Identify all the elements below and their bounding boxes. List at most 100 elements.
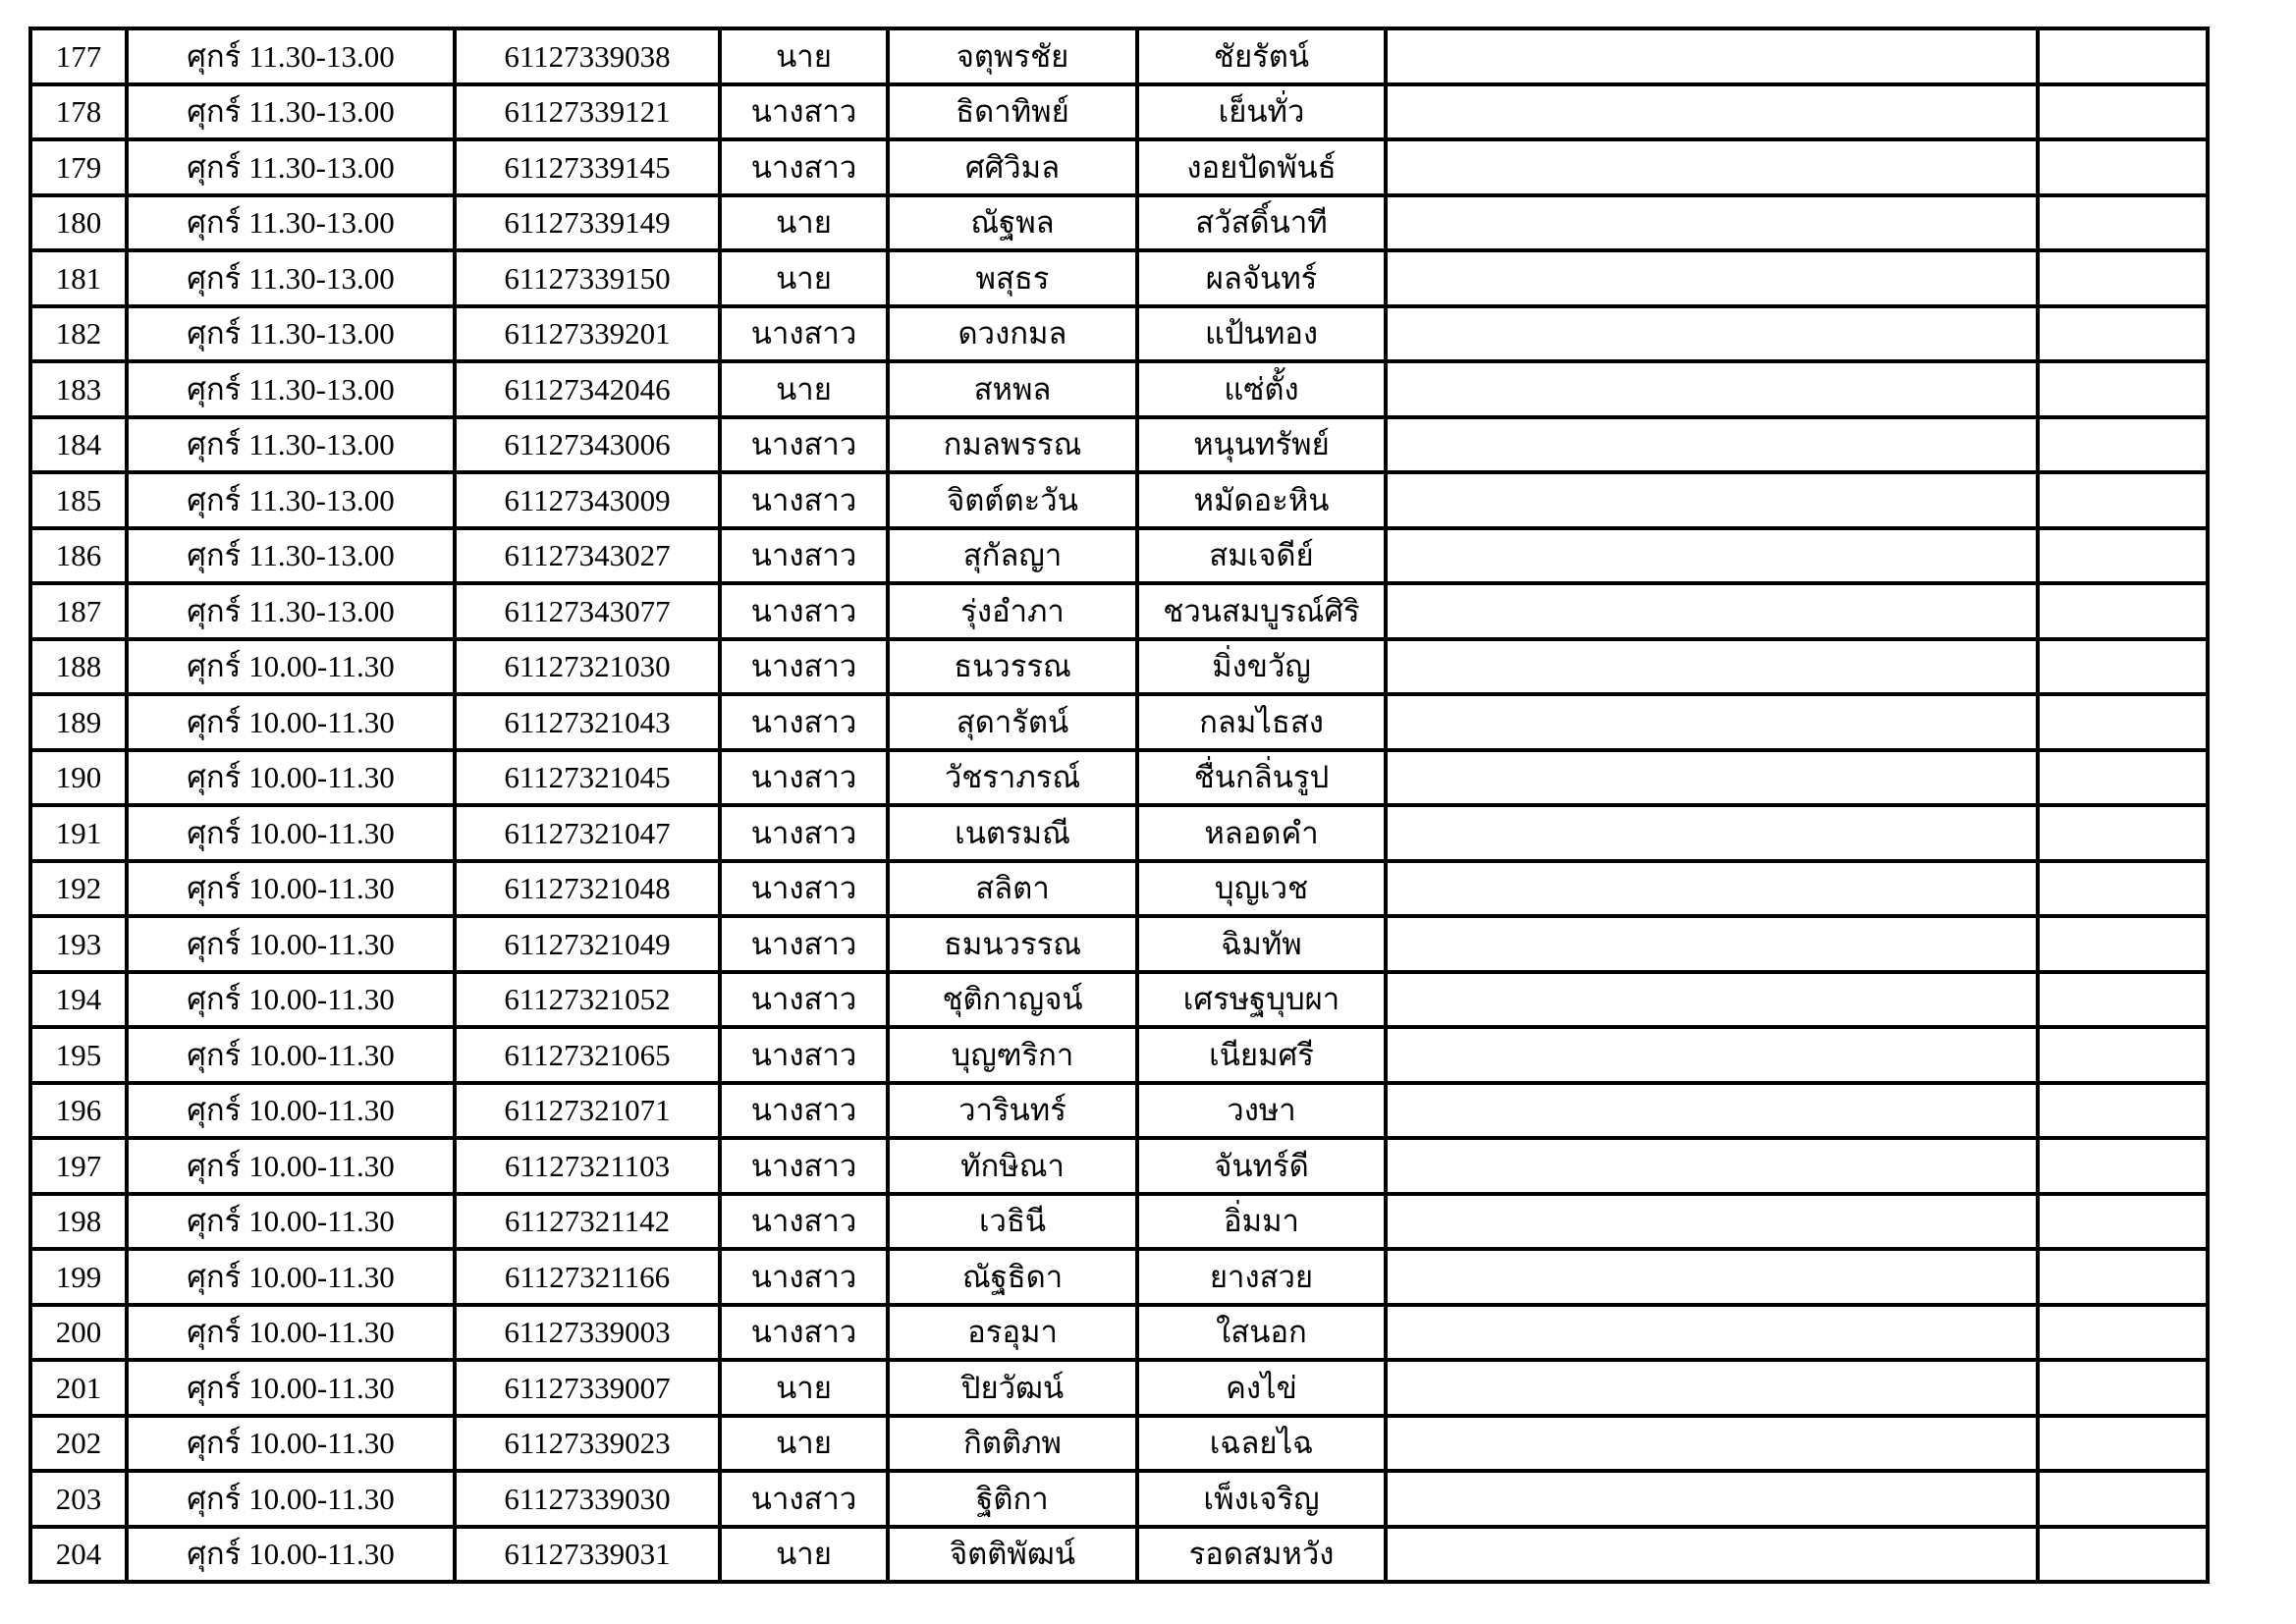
last-name-cell: เย็นทั่ว <box>1135 81 1388 141</box>
table-row: 193 ศุกร์ 10.00-11.30 61127321049 นางสาว ธมน… <box>28 914 2210 974</box>
empty-wide-cell <box>1384 747 2040 807</box>
day-time-cell: ศุกร์ 10.00-11.30 <box>125 858 457 918</box>
row-number-cell: 177 <box>28 27 129 86</box>
row-number-cell: 191 <box>28 803 129 863</box>
last-name-cell: เพ็งเจริญ <box>1135 1469 1388 1529</box>
day-time-cell: ศุกร์ 11.30-13.00 <box>125 581 457 641</box>
empty-wide-cell <box>1384 858 2040 918</box>
table-row: 182 ศุกร์ 11.30-13.00 61127339201 นางสาว ดวง… <box>28 303 2210 363</box>
first-name-cell: สลิตา <box>886 858 1139 918</box>
table-row: 183 ศุกร์ 11.30-13.00 61127342046 นาย สหพล แซ… <box>28 359 2210 419</box>
day-time-cell: ศุกร์ 10.00-11.30 <box>125 747 457 807</box>
empty-wide-cell <box>1384 470 2040 530</box>
empty-wide-cell <box>1384 1358 2040 1418</box>
title-prefix-cell: นาย <box>718 1413 890 1473</box>
last-name-cell: ชื่นกลิ่นรูป <box>1135 747 1388 807</box>
empty-wide-cell <box>1384 359 2040 419</box>
empty-wide-cell <box>1384 414 2040 474</box>
title-prefix-cell: นางสาว <box>718 636 890 696</box>
title-prefix-cell: นาย <box>718 1524 890 1584</box>
table-row: 181 ศุกร์ 11.30-13.00 61127339150 นาย พสุธรผ… <box>28 248 2210 308</box>
last-name-cell: บุญเวช <box>1135 858 1388 918</box>
empty-narrow-cell <box>2036 359 2210 419</box>
student-id-cell: 61127339023 <box>453 1413 722 1473</box>
empty-narrow-cell <box>2036 1358 2210 1418</box>
day-time-cell: ศุกร์ 10.00-11.30 <box>125 1247 457 1307</box>
last-name-cell: ยางสวย <box>1135 1247 1388 1307</box>
empty-narrow-cell <box>2036 1469 2210 1529</box>
empty-narrow-cell <box>2036 858 2210 918</box>
empty-wide-cell <box>1384 248 2040 308</box>
table-row: 188 ศุกร์ 10.00-11.30 61127321030 นางสาว ธนว… <box>28 636 2210 696</box>
first-name-cell: ธมนวรรณ <box>886 914 1139 974</box>
row-number-cell: 187 <box>28 581 129 641</box>
row-number-cell: 195 <box>28 1025 129 1085</box>
day-time-cell: ศุกร์ 10.00-11.30 <box>125 1080 457 1140</box>
empty-narrow-cell <box>2036 1413 2210 1473</box>
table-row: 197 ศุกร์ 10.00-11.30 61127321103 นางสาว ทัก… <box>28 1136 2210 1196</box>
day-time-cell: ศุกร์ 11.30-13.00 <box>125 248 457 308</box>
empty-wide-cell <box>1384 914 2040 974</box>
row-number-cell: 189 <box>28 692 129 752</box>
empty-wide-cell <box>1384 1469 2040 1529</box>
empty-wide-cell <box>1384 192 2040 252</box>
empty-narrow-cell <box>2036 636 2210 696</box>
student-id-cell: 61127321043 <box>453 692 722 752</box>
day-time-cell: ศุกร์ 11.30-13.00 <box>125 525 457 585</box>
empty-wide-cell <box>1384 636 2040 696</box>
title-prefix-cell: นางสาว <box>718 525 890 585</box>
title-prefix-cell: นางสาว <box>718 137 890 197</box>
last-name-cell: กลมไธสง <box>1135 692 1388 752</box>
last-name-cell: วงษา <box>1135 1080 1388 1140</box>
empty-wide-cell <box>1384 581 2040 641</box>
first-name-cell: จิตติพัฒน์ <box>886 1524 1139 1584</box>
student-id-cell: 61127339003 <box>453 1302 722 1362</box>
day-time-cell: ศุกร์ 10.00-11.30 <box>125 1136 457 1196</box>
day-time-cell: ศุกร์ 10.00-11.30 <box>125 969 457 1029</box>
last-name-cell: คงไข่ <box>1135 1358 1388 1418</box>
empty-narrow-cell <box>2036 692 2210 752</box>
day-time-cell: ศุกร์ 10.00-11.30 <box>125 1025 457 1085</box>
title-prefix-cell: นางสาว <box>718 747 890 807</box>
day-time-cell: ศุกร์ 11.30-13.00 <box>125 192 457 252</box>
first-name-cell: บุญฑริกา <box>886 1025 1139 1085</box>
last-name-cell: แซ่ตั้ง <box>1135 359 1388 419</box>
empty-wide-cell <box>1384 1136 2040 1196</box>
first-name-cell: ฐิติกา <box>886 1469 1139 1529</box>
empty-narrow-cell <box>2036 1302 2210 1362</box>
last-name-cell: หนุนทรัพย์ <box>1135 414 1388 474</box>
empty-narrow-cell <box>2036 1524 2210 1584</box>
title-prefix-cell: นางสาว <box>718 414 890 474</box>
empty-narrow-cell <box>2036 137 2210 197</box>
first-name-cell: ณัฐธิดา <box>886 1247 1139 1307</box>
table-row: 203 ศุกร์ 10.00-11.30 61127339030 นางสาว ฐิต… <box>28 1469 2210 1529</box>
first-name-cell: ดวงกมล <box>886 303 1139 363</box>
table-row: 185 ศุกร์ 11.30-13.00 61127343009 นางสาว จิต… <box>28 470 2210 530</box>
row-number-cell: 186 <box>28 525 129 585</box>
table-row: 177 ศุกร์ 11.30-13.00 61127339038 นาย จตุพรช… <box>28 27 2210 86</box>
empty-narrow-cell <box>2036 27 2210 86</box>
day-time-cell: ศุกร์ 10.00-11.30 <box>125 1191 457 1251</box>
empty-narrow-cell <box>2036 747 2210 807</box>
title-prefix-cell: นางสาว <box>718 1080 890 1140</box>
table-row: 198 ศุกร์ 10.00-11.30 61127321142 นางสาว เวธ… <box>28 1191 2210 1251</box>
empty-wide-cell <box>1384 1302 2040 1362</box>
empty-wide-cell <box>1384 81 2040 141</box>
table-row: 199 ศุกร์ 10.00-11.30 61127321166 นางสาว ณัฐ… <box>28 1247 2210 1307</box>
empty-narrow-cell <box>2036 1025 2210 1085</box>
last-name-cell: เศรษฐบุบผา <box>1135 969 1388 1029</box>
student-id-cell: 61127321065 <box>453 1025 722 1085</box>
row-number-cell: 179 <box>28 137 129 197</box>
title-prefix-cell: นางสาว <box>718 692 890 752</box>
day-time-cell: ศุกร์ 10.00-11.30 <box>125 1524 457 1584</box>
title-prefix-cell: นางสาว <box>718 858 890 918</box>
empty-wide-cell <box>1384 1247 2040 1307</box>
student-roster-table: 177 ศุกร์ 11.30-13.00 61127339038 นาย จตุพรช… <box>28 27 2210 1584</box>
row-number-cell: 193 <box>28 914 129 974</box>
last-name-cell: สวัสดิ์นาที <box>1135 192 1388 252</box>
empty-wide-cell <box>1384 1524 2040 1584</box>
first-name-cell: อรอุมา <box>886 1302 1139 1362</box>
last-name-cell: ใสนอก <box>1135 1302 1388 1362</box>
student-id-cell: 61127321103 <box>453 1136 722 1196</box>
